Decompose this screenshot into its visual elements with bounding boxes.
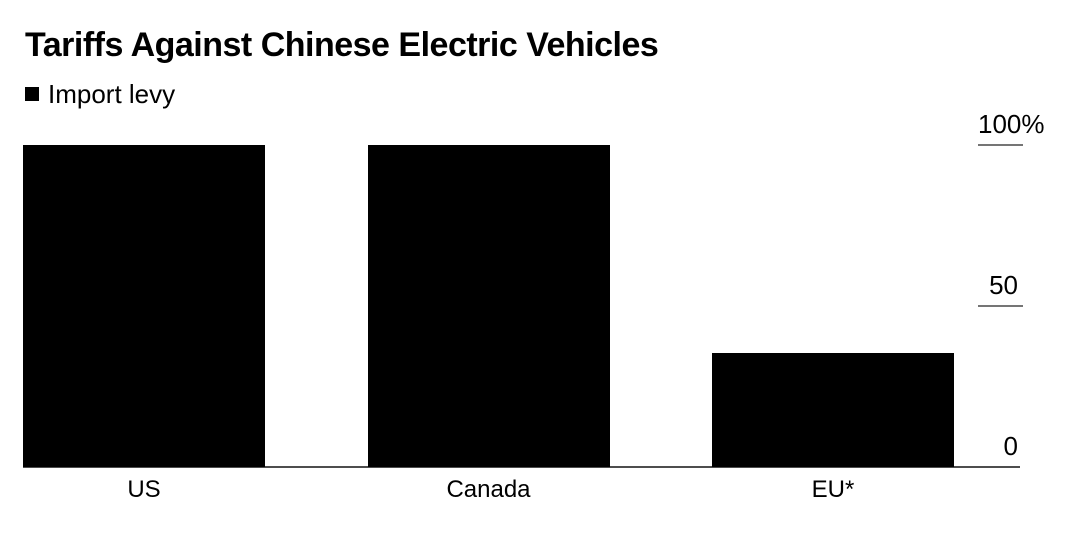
y-axis-label: 100%: [978, 109, 1045, 139]
x-axis-label: Canada: [446, 476, 531, 503]
x-axis-line: [23, 466, 1020, 468]
legend-swatch-icon: [25, 87, 39, 101]
y-axis-tick-line: [978, 144, 1023, 146]
bar-eu: [712, 353, 954, 467]
legend-label: Import levy: [48, 79, 176, 109]
y-axis-tick-line: [978, 305, 1023, 307]
y-axis-label: 50: [989, 270, 1018, 300]
chart-title: Tariffs Against Chinese Electric Vehicle…: [25, 26, 659, 64]
x-axis-label: US: [127, 476, 161, 503]
legend: Import levy: [25, 81, 175, 107]
x-axis-label: EU*: [811, 476, 855, 503]
bar-us: [23, 144, 265, 467]
bar-canada: [367, 144, 610, 467]
y-axis-label: 0: [1003, 431, 1018, 461]
